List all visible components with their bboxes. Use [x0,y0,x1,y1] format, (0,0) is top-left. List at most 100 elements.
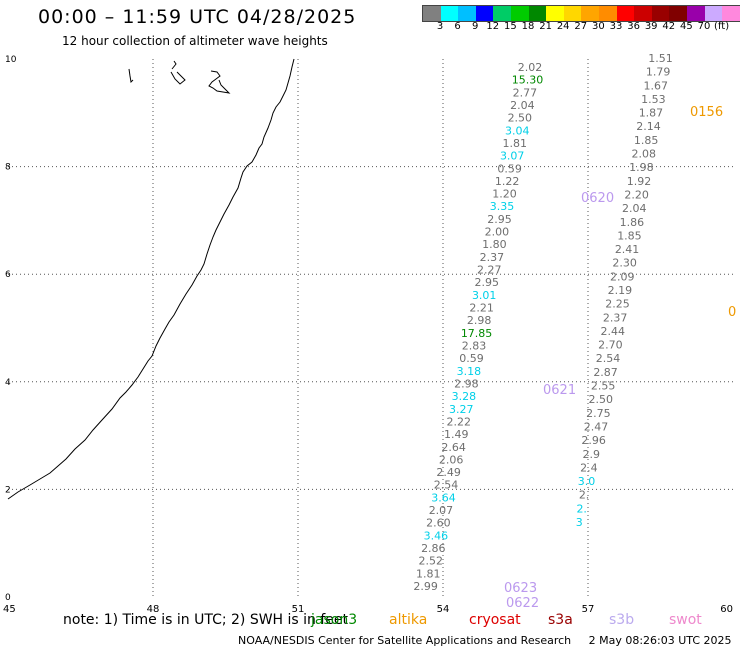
color-scale-label: 6 [454,21,461,32]
wave-height-value: 2.55 [591,380,616,393]
wave-height-value: 3.27 [449,403,474,416]
wave-height-value: 2.54 [434,479,459,492]
wave-height-value: 2.08 [632,148,657,161]
wave-height-value: 2.22 [447,415,472,428]
wave-height-value: 2.04 [510,99,535,112]
lat-tick-label: 10 [5,55,17,65]
lat-tick-label: 4 [5,378,11,388]
credit-line: NOAA/NESDIS Center for Satellite Applica… [238,634,732,647]
wave-height-value: 2.75 [586,407,611,420]
color-swatch [598,6,617,21]
lon-tick-label: 51 [292,604,305,615]
color-swatch [704,6,723,21]
color-swatch [651,6,670,21]
wave-height-value: 2.98 [454,377,479,390]
color-swatch [440,6,459,21]
color-swatch [686,6,705,21]
wave-height-value: 1.79 [646,66,671,79]
wave-height-value: 3 [576,516,583,529]
island-1 [128,68,134,84]
wave-height-value: 3.04 [505,124,530,137]
legend-item-s3a: s3a [548,612,573,628]
color-scale-label: 27 [574,21,588,32]
wave-height-value: 2.54 [596,352,621,365]
legend-item-cryosat: cryosat [469,612,521,628]
wave-height-value: 1.80 [482,238,507,251]
color-scale-label: 39 [644,21,658,32]
legend-item-swot: swot [669,612,702,628]
wave-height-value: 1.53 [641,93,666,106]
map-subtitle: 12 hour collection of altimeter wave hei… [62,34,328,48]
map-title: 00:00 – 11:59 UTC 04/28/2025 [38,6,357,28]
wave-height-value: 2.07 [429,504,454,517]
wave-height-value: 1.92 [627,175,652,188]
wave-height-value: 1.81 [502,137,527,150]
wave-height-value: 3.28 [452,390,477,403]
color-scale-label: 33 [609,21,623,32]
lat-tick-label: 0 [5,593,11,603]
color-swatch [722,6,740,21]
color-swatch [634,6,652,21]
color-swatch [669,6,687,21]
wave-height-value: 2.00 [485,226,510,239]
lat-tick-label: 8 [5,163,11,173]
color-swatch [528,6,547,21]
legend-item-jason3: jason3 [311,612,358,628]
lon-tick-label: 48 [147,604,160,615]
wave-height-value: 0.59 [459,352,484,365]
wave-height-value: 0.59 [497,162,522,175]
legend-note: note: 1) Time is in UTC; 2) SWH is in fe… [63,612,349,628]
color-swatch [475,6,494,21]
wave-height-value: 2.21 [469,302,494,315]
pass-time-label: 0156 [690,105,723,120]
color-scale-label: 21 [539,21,552,32]
color-swatch [510,6,529,21]
color-swatch [546,6,564,21]
wave-height-value: 2.49 [436,466,461,479]
wave-height-value: 2.87 [593,366,618,379]
wave-height-value: 2.25 [605,298,630,311]
wave-height-value: 1.85 [634,134,659,147]
color-scale-label: 36 [627,21,640,32]
wave-height-value: 1.86 [620,216,645,229]
wave-height-value: 2.96 [581,434,606,447]
island-3 [208,70,231,94]
wave-height-value: 2.41 [615,243,640,256]
color-scale-label: 45 [680,21,693,32]
lon-tick-label: 57 [582,604,595,615]
wave-height-value: 2.20 [624,188,649,201]
wave-height-value: 2.06 [439,453,464,466]
lon-tick-label: 60 [720,604,733,615]
wave-height-value: 1.22 [495,175,520,188]
wave-height-value: 2.50 [589,393,614,406]
wave-height-value: 2.02 [518,61,543,74]
wave-height-value: 2.30 [612,257,637,270]
wave-height-value: 2. [579,489,590,502]
wave-height-value: 2.27 [477,264,502,277]
color-swatch [581,6,599,21]
wave-height-value: 2.98 [467,314,492,327]
lat-lon-grid [8,59,733,597]
coastline-path [7,58,295,500]
coastline [7,58,295,500]
color-swatch [493,6,511,21]
wave-height-value: 1.51 [648,52,673,65]
island-2 [170,60,186,85]
lon-tick-label: 54 [437,604,450,615]
legend-item-s3b: s3b [609,612,635,628]
pass-time-label: 0623 [504,581,537,596]
altimeter-track-b: 1.511.791.671.531.872.141.852.081.981.92… [576,52,673,529]
wave-height-value: 2.77 [513,86,538,99]
wave-height-value: 1.67 [643,79,668,92]
color-scale-label: 70 [697,21,711,32]
wave-height-value: 1.98 [629,161,654,174]
color-scale-label: 15 [504,21,517,32]
color-scale-label: 12 [486,21,500,32]
wave-height-value: 1.87 [639,107,664,120]
wave-height-value: 2.19 [608,284,633,297]
wave-height-value: 2.14 [636,120,661,133]
color-scale-label: 9 [472,21,479,32]
wave-height-value: 2.70 [598,339,623,352]
color-swatch [423,6,441,21]
